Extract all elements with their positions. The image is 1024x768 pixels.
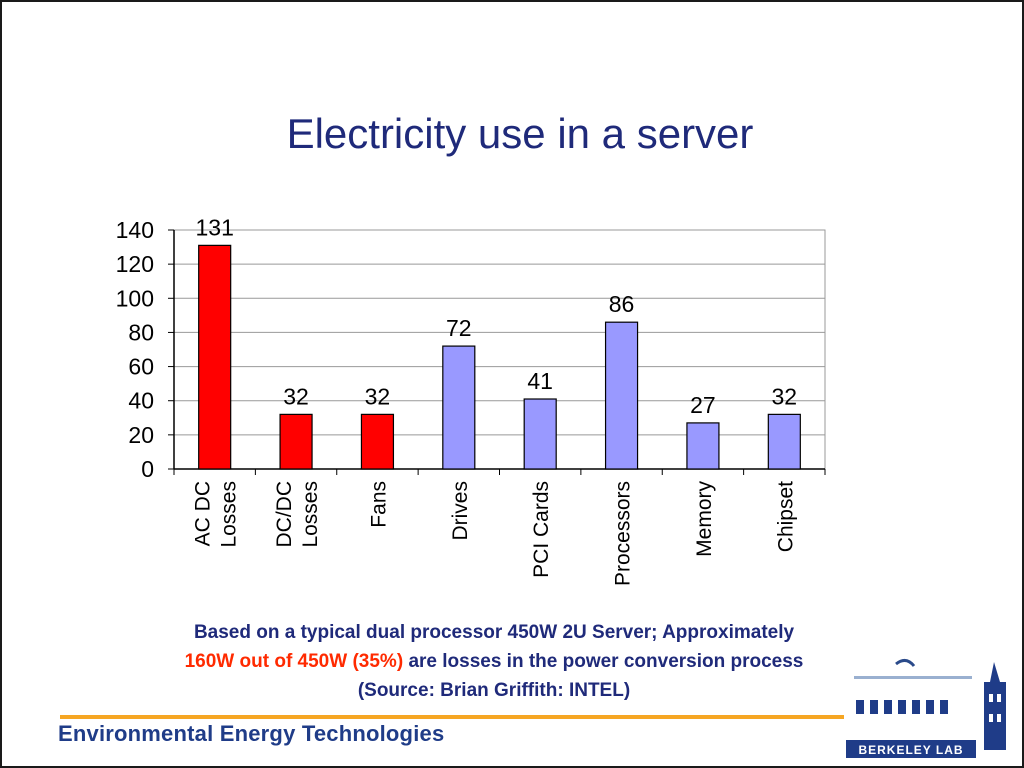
y-tick-label: 20	[128, 422, 154, 448]
bar	[279, 413, 313, 470]
category-label: DC/DC Losses	[273, 481, 322, 548]
note-line-1: Based on a typical dual processor 450W 2…	[193, 622, 795, 643]
y-tick-label: 80	[128, 319, 154, 345]
category-label-line: Chipset	[774, 481, 797, 552]
category-label-line: AC DC	[192, 481, 215, 546]
note-highlight: 160W out of 450W (35%)	[184, 651, 404, 672]
data-label: 32	[365, 383, 391, 409]
note-line-2: 160W out of 450W (35%) are losses in the…	[64, 651, 924, 673]
note-line-3: (Source: Brian Griffith: INTEL)	[357, 680, 631, 701]
category-label-line: PCI Cards	[530, 481, 553, 578]
y-tick-label: 120	[116, 251, 154, 277]
category-label-line: DC/DC	[273, 481, 296, 548]
accent-rule	[60, 715, 844, 719]
note-line-2-rest: are losses in the power conversion proce…	[408, 651, 804, 672]
bar	[442, 345, 476, 470]
data-label: 32	[772, 383, 798, 409]
y-tick-label: 40	[128, 388, 154, 414]
y-tick-label: 60	[128, 354, 154, 380]
bar	[604, 321, 639, 470]
bar	[198, 244, 232, 470]
category-label: AC DC Losses	[192, 481, 241, 548]
bar	[686, 422, 720, 470]
data-label: 32	[283, 383, 309, 409]
category-label: Chipset	[774, 481, 797, 552]
category-label: Processors	[612, 481, 635, 586]
data-label: 27	[690, 392, 716, 418]
data-label: 41	[527, 368, 553, 394]
slide-title: Electricity use in a server	[286, 110, 754, 157]
bar	[360, 413, 395, 470]
category-label-line: Memory	[693, 481, 716, 557]
berkeley-lab-logo: BERKELEY LAB	[846, 659, 1006, 758]
category-label-line: Losses	[218, 481, 241, 548]
category-label: PCI Cards	[530, 481, 553, 578]
category-label: Drives	[449, 481, 472, 541]
bar	[767, 413, 801, 470]
svg-text:BERKELEY LAB: BERKELEY LAB	[858, 743, 963, 757]
y-tick-label: 140	[116, 217, 154, 243]
footer-title: Environmental Energy Technologies	[58, 721, 445, 746]
category-label-line: Drives	[449, 481, 472, 541]
category-label: Fans	[367, 481, 390, 528]
plot-area	[173, 229, 826, 470]
category-label-line: Fans	[367, 481, 390, 528]
category-label-line: Losses	[299, 481, 322, 548]
category-label-line: Processors	[612, 481, 635, 586]
bar	[523, 398, 557, 470]
category-label: Memory	[693, 481, 716, 557]
data-label: 86	[609, 291, 635, 317]
y-tick-label: 0	[141, 456, 154, 482]
y-tick-label: 100	[116, 285, 154, 311]
data-label: 72	[446, 315, 472, 341]
data-label: 131	[196, 214, 234, 240]
